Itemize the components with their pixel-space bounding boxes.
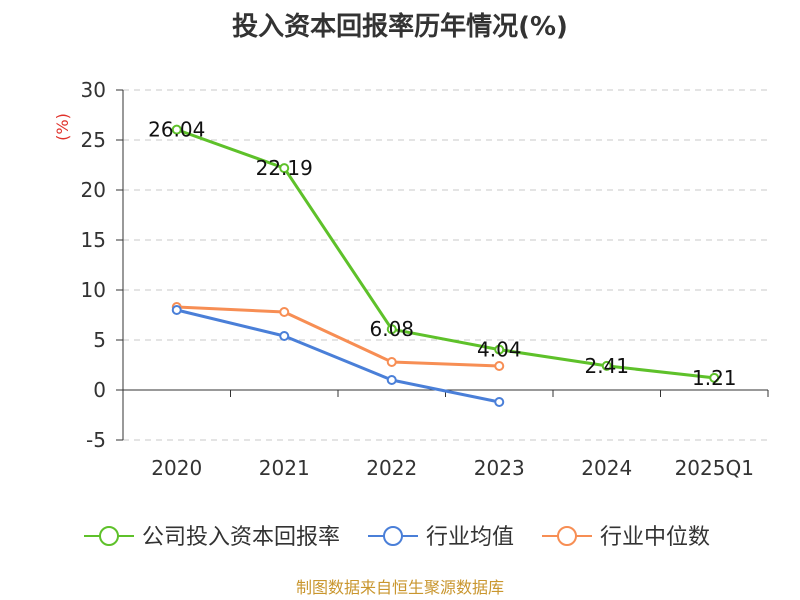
legend-label: 行业中位数: [600, 525, 710, 550]
data-label: 26.04: [148, 118, 205, 142]
x-tick-label: 2024: [581, 456, 632, 480]
series-lines: [176, 128, 715, 404]
y-tick-label: 30: [81, 78, 106, 102]
series-points: [171, 124, 720, 407]
data-point: [279, 163, 290, 174]
y-tick-label: 0: [93, 378, 106, 402]
y-axis-label: (%): [53, 113, 72, 141]
y-tick-label: 15: [81, 228, 106, 252]
x-tick-label: 2020: [151, 456, 202, 480]
legend-label: 公司投入资本回报率: [142, 525, 340, 550]
x-tick-label: 2022: [366, 456, 417, 480]
data-point: [601, 360, 612, 371]
legend-item: 行业中位数: [542, 525, 710, 550]
data-point: [494, 361, 505, 371]
legend: 公司投入资本回报率 行业均值 行业中位数: [84, 525, 710, 550]
x-tick-labels: 2020 2021 2022 2023 2024 2025Q1: [151, 456, 754, 480]
series-line: [176, 128, 715, 380]
data-point: [709, 372, 720, 383]
data-labels: 26.04 22.19 6.08 4.04 2.41 1.21: [148, 118, 736, 390]
data-point: [494, 344, 505, 355]
x-tick-label: 2021: [259, 456, 310, 480]
y-tick-label: -5: [86, 428, 106, 452]
data-point: [279, 307, 290, 317]
y-tick-labels: 30 25 20 15 10 5 0 -5: [81, 78, 106, 452]
data-label: 6.08: [369, 317, 414, 341]
x-tick-label: 2025Q1: [675, 456, 754, 480]
data-label: 4.04: [477, 338, 522, 362]
data-label: 1.21: [692, 366, 737, 390]
data-label: 2.41: [584, 354, 629, 378]
legend-item: 行业均值: [368, 525, 514, 550]
series-line: [176, 308, 500, 404]
legend-swatch-marker: [99, 526, 119, 546]
legend-item: 公司投入资本回报率: [84, 525, 340, 550]
series-line: [176, 305, 500, 368]
grid-lines: [123, 89, 768, 441]
y-tick-label: 25: [81, 128, 106, 152]
legend-label: 行业均值: [426, 525, 514, 550]
data-point: [171, 305, 182, 315]
source-note: 制图数据来自恒生聚源数据库: [296, 578, 504, 597]
y-tick-label: 10: [81, 278, 106, 302]
data-point: [171, 124, 182, 135]
y-tick-label: 5: [93, 328, 106, 352]
data-point: [386, 324, 397, 335]
legend-swatch-marker: [383, 526, 403, 546]
data-point: [279, 331, 290, 341]
data-point: [386, 357, 397, 367]
data-point: [386, 375, 397, 385]
legend-swatch-marker: [557, 526, 577, 546]
x-tick-label: 2023: [474, 456, 525, 480]
y-tick-label: 20: [81, 178, 106, 202]
data-point: [494, 397, 505, 407]
data-label: 22.19: [256, 156, 313, 180]
chart-title: 投入资本回报率历年情况(%): [232, 11, 568, 42]
